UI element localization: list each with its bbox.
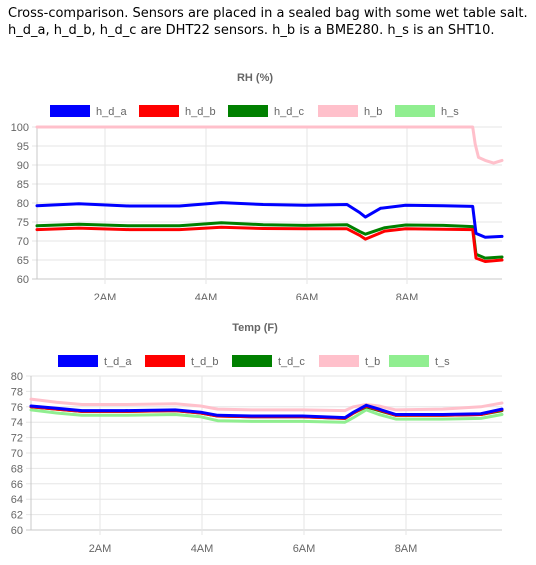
series-line-h_d_b <box>35 225 504 263</box>
y-tick-label: 80 <box>11 371 23 383</box>
chart-title: Temp (F) <box>232 322 278 334</box>
y-tick-label: 60 <box>17 274 29 286</box>
legend-swatch-t_d_b <box>145 355 185 367</box>
legend-label-h_d_c: h_d_c <box>274 106 304 118</box>
x-tick-label: 4AM <box>195 292 218 300</box>
series-line-t_b <box>29 397 504 413</box>
legend-swatch-t_s <box>389 355 429 367</box>
legend-swatch-h_b <box>318 105 358 117</box>
y-tick-label: 74 <box>11 417 23 429</box>
intro-line-2: h_d_a, h_d_b, h_d_c are DHT22 sensors. h… <box>8 23 495 38</box>
y-tick-label: 75 <box>17 217 29 229</box>
legend-label-t_d_b: t_d_b <box>191 356 219 368</box>
legend-label-h_d_b: h_d_b <box>185 106 216 118</box>
y-tick-label: 85 <box>17 179 29 191</box>
y-tick-label: 95 <box>17 141 29 153</box>
x-tick-label: 2AM <box>89 543 112 552</box>
legend-swatch-h_s <box>395 105 435 117</box>
series-line-h_d_a <box>35 201 504 239</box>
y-tick-label: 80 <box>17 198 29 210</box>
y-tick-label: 90 <box>17 160 29 172</box>
legend-label-h_d_a: h_d_a <box>96 106 127 118</box>
legend-swatch-h_d_b <box>139 105 179 117</box>
legend-label-t_d_a: t_d_a <box>104 356 132 368</box>
intro-line-1: Cross-comparison. Sensors are placed in … <box>8 6 528 21</box>
y-tick-label: 68 <box>11 463 23 475</box>
chart-title: RH (%) <box>237 72 273 84</box>
legend-label-h_b: h_b <box>364 106 382 118</box>
x-tick-label: 6AM <box>293 543 316 552</box>
y-tick-label: 62 <box>11 510 23 522</box>
legend-swatch-t_d_c <box>232 355 272 367</box>
x-tick-label: 4AM <box>191 543 214 552</box>
series-line-t_s <box>29 408 504 424</box>
legend-label-t_d_c: t_d_c <box>278 356 305 368</box>
y-tick-label: 72 <box>11 433 23 445</box>
y-tick-label: 78 <box>11 386 23 398</box>
y-tick-label: 70 <box>17 236 29 248</box>
x-tick-label: 6AM <box>296 292 319 300</box>
y-tick-label: 100 <box>11 122 29 134</box>
y-tick-label: 65 <box>17 255 29 267</box>
legend-swatch-h_d_c <box>228 105 268 117</box>
legend-swatch-t_b <box>319 355 359 367</box>
x-tick-label: 2AM <box>94 292 117 300</box>
y-tick-label: 66 <box>11 479 23 491</box>
rh-chart: RH (%) 60 65 70 75 80 85 90 95 100 2AM 4AM 6AM 8AM h_d… <box>11 72 504 300</box>
legend-label-t_s: t_s <box>435 356 450 368</box>
series-line-t_d_a <box>29 403 504 420</box>
legend-label-t_b: t_b <box>365 356 380 368</box>
legend-swatch-h_d_a <box>50 105 90 117</box>
y-tick-label: 60 <box>11 525 23 537</box>
x-tick-label: 8AM <box>395 543 418 552</box>
y-tick-label: 76 <box>11 402 23 414</box>
intro-text: Cross-comparison. Sensors are placed in … <box>8 5 534 39</box>
y-tick-label: 70 <box>11 448 23 460</box>
temp-chart: Temp (F) 60 62 64 66 68 70 72 74 76 78 80 2AM 4AM 6AM 8… <box>11 322 504 552</box>
legend-label-h_s: h_s <box>441 106 459 118</box>
series-line-h_b <box>35 125 504 165</box>
x-tick-label: 8AM <box>396 292 419 300</box>
y-tick-label: 64 <box>11 494 23 506</box>
legend-swatch-t_d_a <box>58 355 98 367</box>
